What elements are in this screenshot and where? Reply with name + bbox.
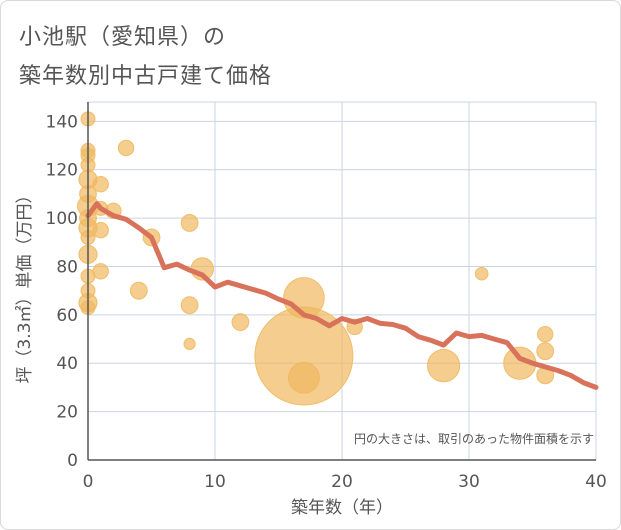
- scatter-bubbles: [77, 111, 555, 406]
- scatter-bubble: [288, 361, 320, 394]
- y-tick-label: 140: [46, 112, 78, 132]
- grid-lines: [87, 101, 597, 461]
- scatter-bubble: [536, 342, 555, 361]
- y-tick-label: 60: [56, 306, 78, 326]
- x-tick-label: 0: [83, 472, 94, 492]
- scatter-bubble: [427, 349, 461, 383]
- scatter-bubble: [537, 326, 554, 343]
- scatter-bubble: [180, 296, 199, 315]
- y-tick-label: 0: [67, 451, 78, 471]
- x-tick-label: 20: [331, 472, 353, 492]
- y-tick-label: 80: [56, 257, 78, 277]
- y-tick-label: 20: [56, 403, 78, 423]
- y-tick-label: 100: [46, 209, 78, 229]
- average-price-line-group: [85, 201, 599, 390]
- scatter-bubble: [231, 313, 250, 332]
- chart-title-line-2: 築年数別中古戸建て価格: [19, 64, 273, 89]
- y-tick-label: 120: [46, 161, 78, 181]
- x-axis-title: 築年数（年）: [291, 498, 393, 518]
- x-tick-label: 10: [204, 472, 226, 492]
- scatter-bubble: [92, 222, 109, 239]
- bubble-size-note: 円の大きさは、取引のあった物件面積を示す: [354, 431, 594, 446]
- x-tick-label: 30: [458, 472, 480, 492]
- scatter-bubble: [474, 266, 489, 281]
- y-axis-title: 坪（3.3㎡）単価（万円）: [15, 186, 35, 383]
- x-tick-label: 40: [585, 472, 607, 492]
- average-price-line: [85, 201, 599, 390]
- scatter-bubble: [117, 139, 135, 157]
- scatter-bubble: [92, 176, 109, 193]
- chart-title-line-1: 小池駅（愛知県）の: [19, 25, 227, 50]
- axes: 0 20 40 60 80 100 120 140 0 10 20 30 40: [46, 102, 607, 492]
- scatter-bubble: [183, 337, 196, 350]
- scatter-bubble: [180, 214, 199, 232]
- scatter-bubble: [129, 281, 148, 300]
- y-tick-label: 40: [56, 354, 78, 374]
